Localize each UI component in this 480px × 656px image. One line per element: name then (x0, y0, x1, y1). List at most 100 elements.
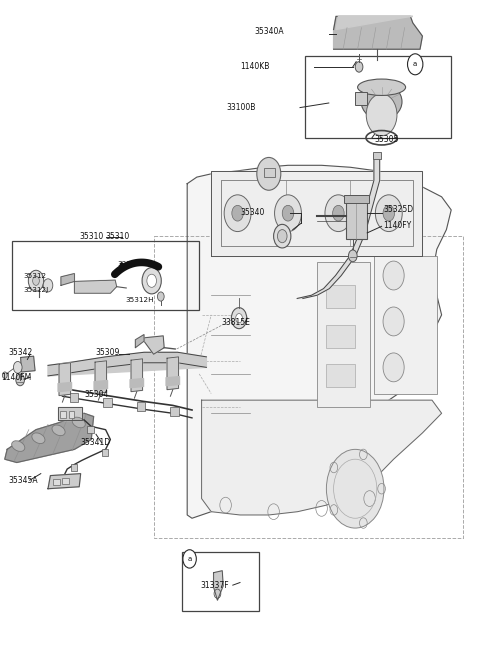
Polygon shape (61, 274, 74, 285)
Circle shape (366, 94, 397, 136)
Polygon shape (187, 165, 451, 518)
Polygon shape (135, 335, 144, 348)
Bar (69, 411, 74, 418)
Circle shape (275, 195, 301, 232)
Circle shape (33, 276, 39, 285)
Polygon shape (59, 363, 71, 396)
Circle shape (236, 314, 242, 323)
Text: 35309: 35309 (95, 348, 120, 357)
Circle shape (147, 274, 156, 287)
Bar (344, 195, 369, 203)
Bar (326, 285, 355, 308)
Circle shape (16, 374, 24, 386)
Text: a: a (413, 61, 417, 68)
Circle shape (257, 157, 281, 190)
Polygon shape (202, 400, 442, 515)
Circle shape (224, 195, 251, 232)
Circle shape (383, 353, 404, 382)
Circle shape (375, 195, 402, 232)
Circle shape (142, 268, 161, 294)
Bar (305, 56, 451, 138)
Polygon shape (58, 407, 82, 420)
Circle shape (277, 230, 287, 243)
Bar (373, 152, 381, 159)
Text: 35342: 35342 (9, 348, 33, 358)
Bar (102, 449, 108, 456)
Text: a: a (188, 556, 192, 562)
Text: 35340A: 35340A (254, 27, 284, 36)
Bar (70, 393, 78, 402)
Polygon shape (5, 413, 94, 462)
Polygon shape (58, 382, 72, 392)
Polygon shape (297, 154, 380, 298)
Bar (103, 398, 112, 407)
Text: 35310: 35310 (79, 232, 104, 241)
Circle shape (157, 292, 164, 301)
Text: 35345A: 35345A (9, 476, 38, 485)
Bar (326, 325, 355, 348)
Circle shape (383, 307, 404, 336)
Text: 35312J: 35312J (23, 287, 48, 293)
Circle shape (333, 205, 344, 221)
Circle shape (325, 195, 352, 232)
Polygon shape (21, 356, 35, 372)
Bar (137, 402, 145, 411)
Bar (317, 262, 370, 407)
Text: 33815E: 33815E (222, 318, 251, 327)
Bar (53, 479, 60, 485)
Text: 1140FY: 1140FY (383, 220, 411, 230)
Circle shape (383, 205, 395, 221)
Bar (182, 552, 259, 611)
Circle shape (2, 372, 7, 379)
Bar (264, 168, 275, 177)
Bar (60, 411, 66, 418)
Text: 33815E: 33815E (118, 260, 145, 267)
Ellipse shape (361, 84, 402, 119)
Circle shape (183, 550, 196, 568)
Bar (355, 92, 367, 105)
Polygon shape (334, 16, 422, 49)
Circle shape (231, 308, 247, 329)
Circle shape (326, 449, 384, 528)
Polygon shape (48, 474, 81, 489)
Polygon shape (95, 361, 107, 394)
Text: 35340: 35340 (240, 208, 265, 217)
Circle shape (274, 224, 291, 248)
Text: 31337F: 31337F (201, 581, 229, 590)
Text: 35304: 35304 (84, 390, 108, 400)
Text: 35312H: 35312H (126, 297, 155, 303)
Bar (62, 478, 69, 484)
Bar (71, 464, 77, 471)
Bar (170, 407, 179, 416)
Polygon shape (166, 377, 180, 386)
Text: 1140FM: 1140FM (1, 373, 31, 382)
Circle shape (355, 62, 363, 72)
Circle shape (348, 250, 357, 262)
Bar (326, 364, 355, 387)
Text: 35310: 35310 (106, 232, 130, 241)
Circle shape (282, 205, 294, 221)
Polygon shape (144, 336, 164, 354)
Text: 35325D: 35325D (383, 205, 413, 215)
Circle shape (408, 54, 423, 75)
Polygon shape (211, 171, 422, 256)
Ellipse shape (32, 433, 45, 443)
Circle shape (43, 279, 53, 292)
Ellipse shape (358, 79, 406, 96)
Text: 35341D: 35341D (81, 438, 111, 447)
Text: 35305: 35305 (374, 135, 399, 144)
Bar (346, 201, 367, 239)
Ellipse shape (12, 441, 25, 451)
Ellipse shape (72, 417, 85, 428)
Polygon shape (74, 280, 117, 293)
Polygon shape (167, 357, 179, 390)
Text: 33100B: 33100B (226, 103, 255, 112)
Circle shape (28, 270, 44, 291)
Polygon shape (48, 352, 206, 376)
Circle shape (232, 205, 243, 221)
Polygon shape (94, 380, 108, 390)
Polygon shape (130, 379, 144, 388)
Polygon shape (336, 16, 413, 30)
Bar (87, 426, 94, 433)
Text: 1140KB: 1140KB (240, 62, 270, 72)
